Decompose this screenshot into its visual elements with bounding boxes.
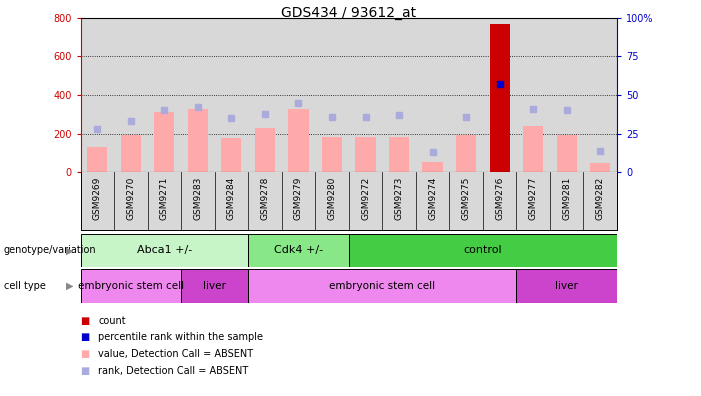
Text: GSM9274: GSM9274 xyxy=(428,177,437,220)
Text: GSM9276: GSM9276 xyxy=(495,177,504,220)
Text: embryonic stem cell: embryonic stem cell xyxy=(78,281,184,291)
Text: control: control xyxy=(463,246,502,255)
Text: count: count xyxy=(98,316,125,326)
Text: ■: ■ xyxy=(81,332,90,343)
Bar xyxy=(523,126,543,172)
Bar xyxy=(517,269,617,303)
Bar xyxy=(248,269,517,303)
Text: percentile rank within the sample: percentile rank within the sample xyxy=(98,332,263,343)
Bar xyxy=(349,234,617,267)
Text: GSM9279: GSM9279 xyxy=(294,177,303,220)
Text: ■: ■ xyxy=(81,366,90,376)
Bar xyxy=(81,234,248,267)
Text: GSM9280: GSM9280 xyxy=(327,177,336,220)
Bar xyxy=(355,137,376,172)
Text: GSM9270: GSM9270 xyxy=(126,177,135,220)
Bar xyxy=(248,234,349,267)
Bar xyxy=(255,128,275,172)
Text: ▶: ▶ xyxy=(66,281,74,291)
Text: GSM9278: GSM9278 xyxy=(261,177,269,220)
Text: Abca1 +/-: Abca1 +/- xyxy=(137,246,192,255)
Bar xyxy=(222,137,241,172)
Bar xyxy=(81,269,181,303)
Text: rank, Detection Call = ABSENT: rank, Detection Call = ABSENT xyxy=(98,366,248,376)
Text: GSM9273: GSM9273 xyxy=(395,177,404,220)
Text: GDS434 / 93612_at: GDS434 / 93612_at xyxy=(281,6,416,20)
Bar xyxy=(423,162,442,172)
Bar xyxy=(322,137,342,172)
Text: GSM9284: GSM9284 xyxy=(227,177,236,220)
Text: liver: liver xyxy=(555,281,578,291)
Bar xyxy=(557,135,577,172)
Bar xyxy=(181,269,248,303)
Text: cell type: cell type xyxy=(4,281,46,291)
Text: GSM9271: GSM9271 xyxy=(160,177,169,220)
Text: GSM9282: GSM9282 xyxy=(596,177,605,220)
Text: Cdk4 +/-: Cdk4 +/- xyxy=(274,246,323,255)
Bar xyxy=(188,109,208,172)
Bar xyxy=(590,163,610,172)
Text: GSM9277: GSM9277 xyxy=(529,177,538,220)
Text: GSM9272: GSM9272 xyxy=(361,177,370,220)
Bar xyxy=(389,137,409,172)
Text: GSM9275: GSM9275 xyxy=(461,177,470,220)
Bar xyxy=(489,24,510,172)
Text: GSM9281: GSM9281 xyxy=(562,177,571,220)
Bar xyxy=(288,109,308,172)
Bar xyxy=(121,135,141,172)
Bar xyxy=(456,135,476,172)
Text: embryonic stem cell: embryonic stem cell xyxy=(329,281,435,291)
Bar xyxy=(154,112,175,172)
Text: value, Detection Call = ABSENT: value, Detection Call = ABSENT xyxy=(98,349,253,359)
Text: ■: ■ xyxy=(81,349,90,359)
Text: ▶: ▶ xyxy=(66,246,74,255)
Text: GSM9283: GSM9283 xyxy=(193,177,203,220)
Text: GSM9269: GSM9269 xyxy=(93,177,102,220)
Text: liver: liver xyxy=(203,281,226,291)
Text: genotype/variation: genotype/variation xyxy=(4,246,96,255)
Text: ■: ■ xyxy=(81,316,90,326)
Bar xyxy=(88,147,107,172)
